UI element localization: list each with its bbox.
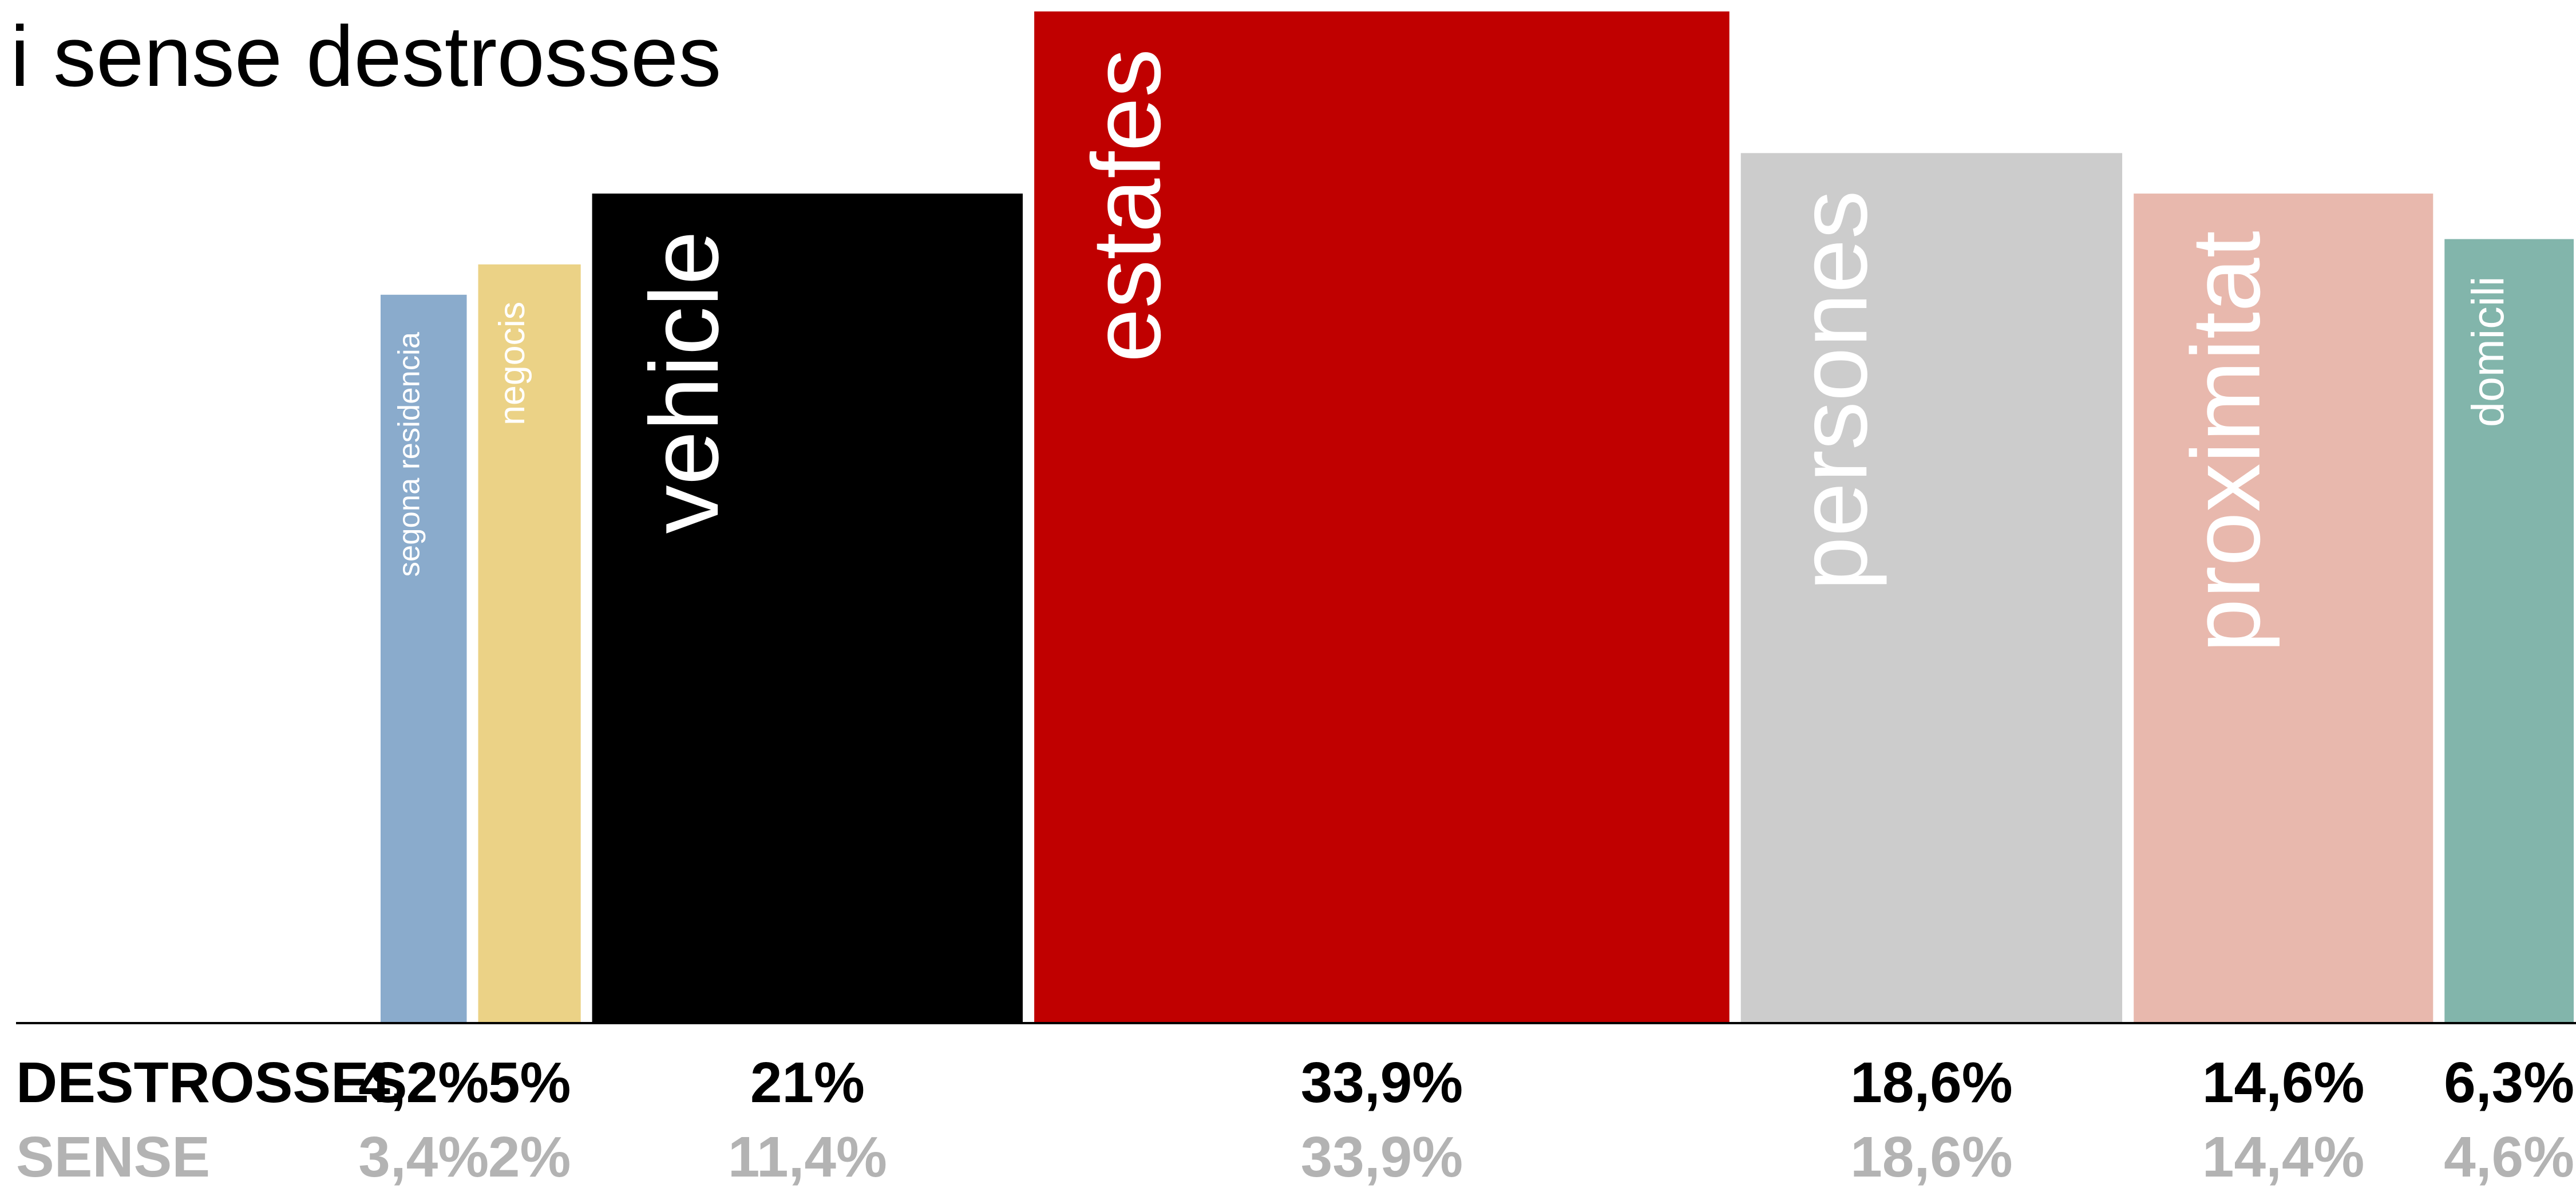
row-label-sense: SENSE bbox=[16, 1125, 210, 1188]
bar-label-domicili: domicili bbox=[2462, 277, 2513, 427]
bar-label-estafes: estafes bbox=[1073, 49, 1181, 362]
bar-labels-layer: segona residencia negocis vehicle estafes pe… bbox=[393, 49, 2513, 653]
chart-title: i sense destrosses bbox=[10, 8, 721, 104]
value-sense-negocis: 2% bbox=[488, 1125, 571, 1188]
row-label-destrosses: DESTROSSES bbox=[16, 1051, 407, 1115]
value-sense-domicili: 4,6% bbox=[2444, 1125, 2574, 1188]
value-sense-vehicle: 11,4% bbox=[728, 1125, 887, 1188]
value-destrosses-estafes: 33,9% bbox=[1301, 1051, 1463, 1115]
bar-label-vehicle: vehicle bbox=[630, 231, 739, 534]
bar-label-segona-residencia: segona residencia bbox=[393, 331, 426, 577]
value-destrosses-vehicle: 21% bbox=[750, 1051, 865, 1115]
bar-proximitat bbox=[2134, 194, 2433, 1024]
bar-label-negocis: negocis bbox=[492, 302, 532, 425]
bar-domicili bbox=[2444, 239, 2574, 1024]
value-sense-estafes: 33,9% bbox=[1301, 1125, 1463, 1188]
value-destrosses-segona-residencia: 4,2% bbox=[358, 1051, 489, 1115]
bars-layer bbox=[381, 11, 2574, 1024]
bar-label-proximitat: proximitat bbox=[2172, 231, 2281, 653]
value-sense-proximitat: 14,4% bbox=[2202, 1125, 2365, 1188]
value-destrosses-proximitat: 14,6% bbox=[2202, 1051, 2365, 1115]
value-destrosses-domicili: 6,3% bbox=[2444, 1051, 2574, 1115]
bar-estafes bbox=[1034, 11, 1730, 1023]
value-destrosses-persones: 18,6% bbox=[1850, 1051, 2013, 1115]
bar-label-persones: persones bbox=[1779, 190, 1888, 590]
value-destrosses-negocis: 5% bbox=[488, 1051, 571, 1115]
value-sense-segona-residencia: 3,4% bbox=[358, 1125, 489, 1188]
value-sense-persones: 18,6% bbox=[1850, 1125, 2013, 1188]
bar-negocis bbox=[478, 264, 581, 1024]
bar-segona-residencia bbox=[381, 294, 467, 1023]
bar-vehicle bbox=[592, 194, 1023, 1024]
bar-persones bbox=[1740, 153, 2123, 1023]
